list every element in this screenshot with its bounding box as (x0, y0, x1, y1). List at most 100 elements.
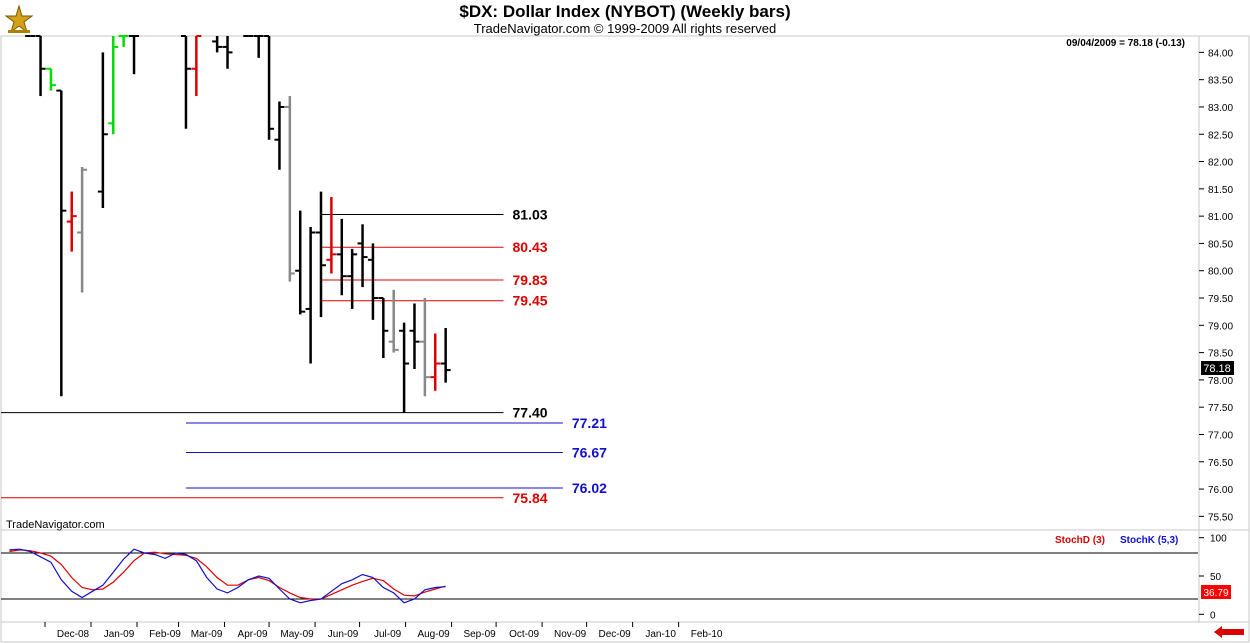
copyright-notice: TradeNavigator.com © 1999-2009 All right… (473, 21, 777, 36)
price-y-tick-label: 77.00 (1208, 430, 1233, 441)
stoch-y-tick-label: 50 (1210, 572, 1222, 583)
x-tick-label: Feb-10 (691, 629, 723, 640)
level-label: 79.83 (513, 272, 548, 288)
x-tick-label: Jul-09 (374, 629, 402, 640)
price-y-tick-label: 79.00 (1208, 321, 1233, 332)
level-label: 76.02 (572, 480, 607, 496)
page-title: $DX: Dollar Index (NYBOT) (Weekly bars) (459, 2, 791, 21)
ohlc-bar (336, 218, 347, 296)
ohlc-bar (45, 67, 56, 91)
date-axis (0, 621, 1250, 643)
ohlc-bars (25, 35, 451, 413)
x-tick-label: May-09 (280, 629, 314, 640)
ohlc-bar (264, 35, 275, 140)
price-y-tick-label: 76.50 (1208, 458, 1233, 469)
price-y-tick-label: 77.50 (1208, 403, 1233, 414)
ohlc-bar (347, 248, 358, 309)
ohlc-bar (367, 243, 378, 320)
ohlc-bar (77, 167, 88, 293)
stoch-panel (0, 529, 1200, 623)
watermark: TradeNavigator.com (6, 519, 105, 531)
ohlc-bar (66, 191, 77, 252)
price-y-tick-label: 79.50 (1208, 294, 1233, 305)
ohlc-bar (108, 36, 119, 135)
price-y-axis: 75.50 76.00 76.50 77.00 77.50 78.00 78.50 79.00… (1199, 48, 1233, 523)
ohlc-bar (440, 328, 451, 383)
price-y-tick-label: 83.50 (1208, 76, 1233, 87)
stoch-y-tick-label: 100 (1210, 534, 1227, 545)
ohlc-bar (326, 197, 337, 274)
x-tick-label: Apr-09 (238, 629, 268, 640)
ohlc-bar (378, 297, 389, 359)
level-label: 76.67 (572, 444, 607, 460)
level-label: 77.40 (513, 405, 548, 421)
price-y-tick-label: 75.50 (1208, 512, 1233, 523)
x-tick-label: Dec-09 (598, 629, 631, 640)
price-y-tick-label: 83.00 (1208, 103, 1233, 114)
ohlc-bar (222, 36, 233, 69)
ohlc-bar (305, 227, 316, 364)
level-label: 81.03 (513, 206, 548, 222)
x-tick-label: Aug-09 (417, 629, 450, 640)
price-y-tick-label: 76.00 (1208, 485, 1233, 496)
stochk-legend: StochK (5,3) (1120, 535, 1178, 546)
last-price-label: 78.18 (1203, 363, 1231, 375)
stoch-series-line (9, 548, 446, 604)
x-tick-label: Nov-09 (554, 629, 587, 640)
level-label: 79.45 (513, 293, 548, 309)
price-readout: 09/04/2009 = 78.18 (-0.13) (1066, 38, 1185, 49)
price-y-tick-label: 84.00 (1208, 48, 1233, 59)
ohlc-bar (180, 35, 191, 129)
ohlc-bar (118, 35, 129, 47)
ohlc-bar (129, 35, 140, 75)
price-y-tick-label: 81.00 (1208, 212, 1233, 223)
x-axis: Dec-08 Jan-09 Feb-09 Mar-09 Apr-09 May-09 Jun-… (44, 622, 723, 640)
ohlc-bar (399, 322, 410, 413)
x-tick-label: Dec-08 (57, 629, 90, 640)
stoch-axis-panel (1198, 529, 1250, 623)
level-label: 80.43 (513, 239, 548, 255)
level-label: 75.84 (513, 490, 548, 506)
ohlc-bar (388, 289, 399, 353)
ohlc-bar (253, 35, 264, 58)
ohlc-bar (295, 210, 306, 315)
last-price-marker (1201, 361, 1234, 375)
x-tick-label: Jun-09 (328, 629, 359, 640)
ohlc-bar (409, 303, 420, 369)
price-y-tick-label: 78.00 (1208, 376, 1233, 387)
x-tick-label: Sep-09 (463, 629, 496, 640)
ohlc-bar (284, 96, 295, 282)
ohlc-bar (419, 298, 430, 397)
stochd-legend: StochD (3) (1055, 535, 1105, 546)
price-y-tick-label: 80.00 (1208, 267, 1233, 278)
ohlc-bar (357, 224, 368, 288)
ohlc-bar (430, 333, 441, 391)
stoch-last-label: 36.79 (1203, 588, 1228, 599)
x-tick-label: Jan-09 (104, 629, 135, 640)
price-y-tick-label: 82.50 (1208, 130, 1233, 141)
ohlc-bar (56, 89, 67, 397)
x-tick-label: Jan-10 (645, 629, 676, 640)
price-y-tick-label: 80.50 (1208, 239, 1233, 250)
ohlc-bar (191, 35, 202, 97)
stoch-y-axis: 0 50 100 (1199, 534, 1227, 621)
ohlc-bar (97, 52, 108, 208)
stoch-last-marker (1201, 585, 1231, 599)
price-y-tick-label: 81.50 (1208, 185, 1233, 196)
ohlc-bar (316, 191, 326, 318)
ohlc-bar (274, 101, 285, 170)
ohlc-bar (212, 36, 223, 53)
x-tick-label: Mar-09 (191, 629, 223, 640)
x-tick-label: Oct-09 (509, 629, 539, 640)
stoch-y-tick-label: 0 (1210, 610, 1216, 621)
scroll-left-arrow-icon[interactable] (1214, 626, 1244, 638)
stochastic-lines (1, 548, 1198, 604)
x-tick-label: Feb-09 (149, 629, 181, 640)
ohlc-bar (35, 35, 46, 97)
price-panel (0, 35, 1200, 531)
price-y-tick-label: 78.50 (1208, 349, 1233, 360)
ship-wheel-logo-icon (2, 2, 36, 36)
price-y-tick-label: 82.00 (1208, 158, 1233, 169)
level-label: 77.21 (572, 415, 607, 431)
